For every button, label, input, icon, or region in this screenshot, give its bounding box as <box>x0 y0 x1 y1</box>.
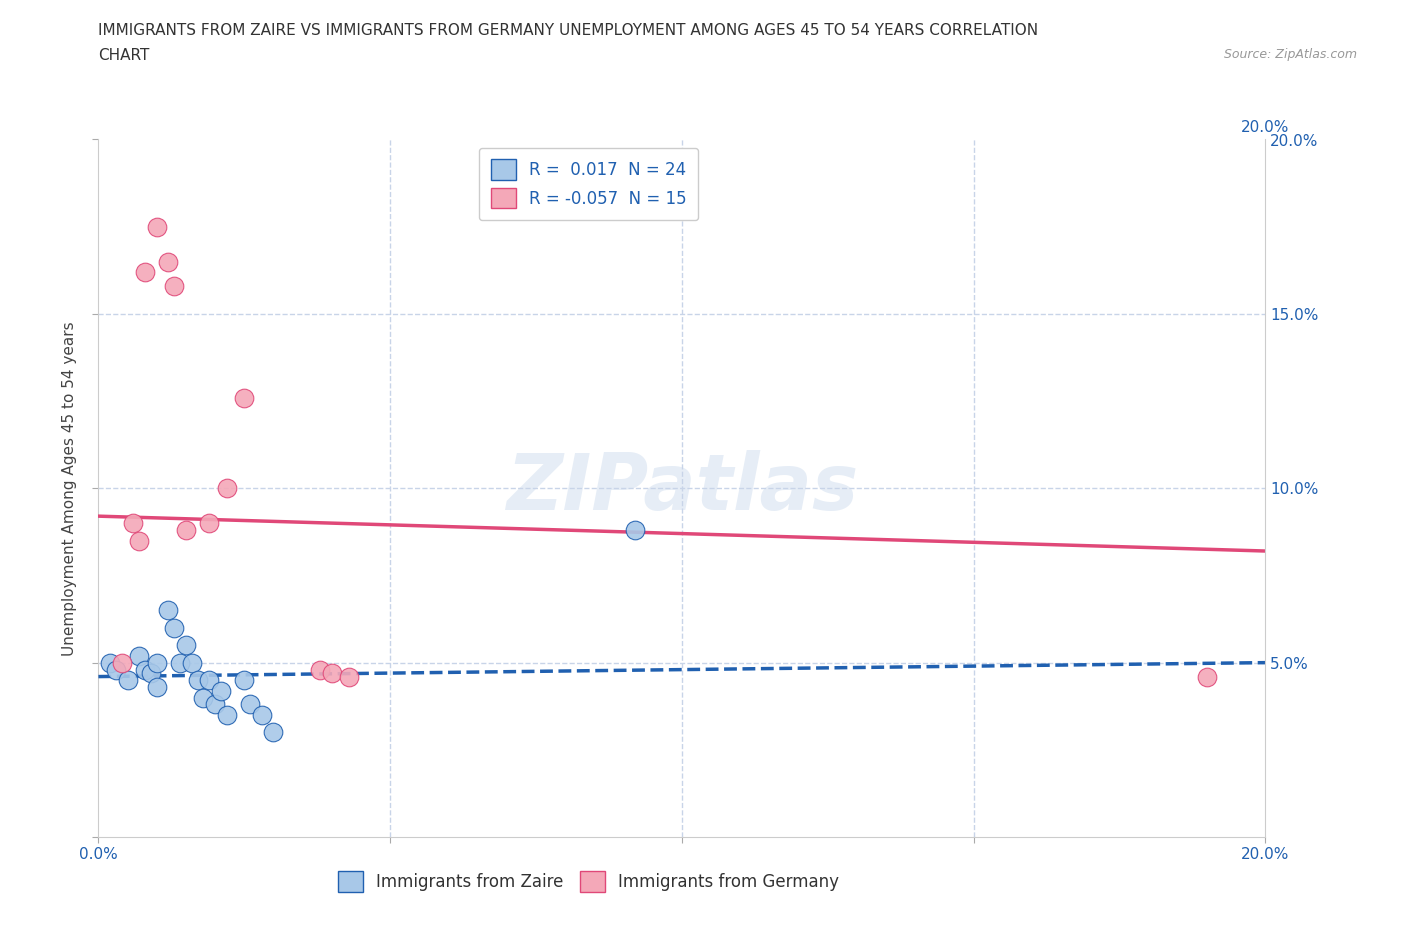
Point <box>117 672 139 687</box>
Legend: Immigrants from Zaire, Immigrants from Germany: Immigrants from Zaire, Immigrants from G… <box>330 865 846 898</box>
Point <box>321 666 343 681</box>
Text: CHART: CHART <box>98 48 150 63</box>
Point <box>233 672 256 687</box>
Point <box>169 656 191 671</box>
Point <box>209 683 232 698</box>
Point <box>174 638 197 653</box>
Point <box>250 708 273 723</box>
Point <box>139 666 162 681</box>
Point <box>193 690 215 705</box>
Point <box>204 698 226 712</box>
Text: Source: ZipAtlas.com: Source: ZipAtlas.com <box>1223 48 1357 61</box>
Point <box>163 279 186 294</box>
Point <box>128 648 150 663</box>
Point <box>337 670 360 684</box>
Point <box>187 672 209 687</box>
Point <box>624 523 647 538</box>
Point <box>134 264 156 279</box>
Point <box>146 656 169 671</box>
Point <box>122 515 145 530</box>
Point <box>262 725 284 740</box>
Text: IMMIGRANTS FROM ZAIRE VS IMMIGRANTS FROM GERMANY UNEMPLOYMENT AMONG AGES 45 TO 5: IMMIGRANTS FROM ZAIRE VS IMMIGRANTS FROM… <box>98 23 1039 38</box>
Point <box>198 515 221 530</box>
Y-axis label: Unemployment Among Ages 45 to 54 years: Unemployment Among Ages 45 to 54 years <box>62 321 77 656</box>
Point <box>157 254 180 269</box>
Point <box>309 662 332 677</box>
Point <box>111 656 134 671</box>
Point <box>198 672 221 687</box>
Point <box>146 219 169 234</box>
Point <box>146 680 169 695</box>
Point <box>174 523 197 538</box>
Point <box>1195 670 1218 684</box>
Point <box>215 481 238 496</box>
Text: ZIPatlas: ZIPatlas <box>506 450 858 526</box>
Point <box>104 662 127 677</box>
Point <box>180 656 202 671</box>
Point <box>215 708 238 723</box>
Point <box>128 533 150 548</box>
Point <box>98 656 121 671</box>
Point <box>134 662 156 677</box>
Point <box>239 698 262 712</box>
Point <box>157 603 180 618</box>
Point <box>233 391 256 405</box>
Point <box>163 620 186 635</box>
